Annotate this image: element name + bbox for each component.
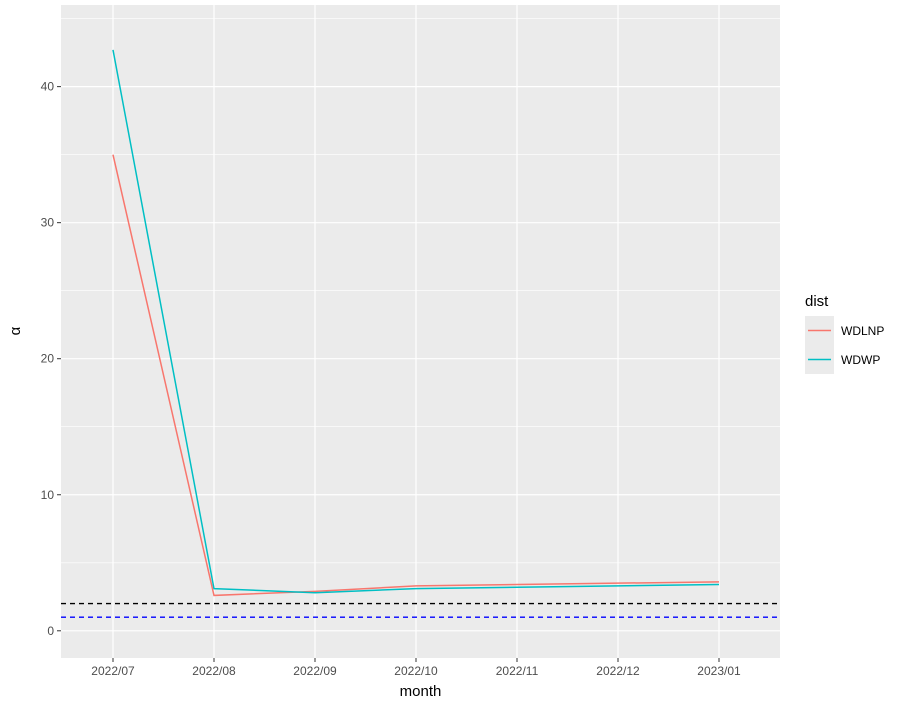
legend: dist WDLNP WDWP (805, 293, 884, 374)
x-tick-label: 2023/01 (697, 664, 741, 678)
reference-lines (61, 602, 780, 618)
y-tick-label: 20 (41, 352, 55, 366)
y-tick-label: 30 (41, 216, 55, 230)
y-tick-label: 0 (47, 624, 54, 638)
series-lines (112, 49, 720, 597)
series-line-wdlnp (112, 154, 720, 597)
legend-label: WDLNP (841, 324, 884, 338)
x-axis: 2022/07 2022/08 2022/09 2022/10 2022/11 2022/… (91, 658, 741, 678)
x-tick-label: 2022/08 (192, 664, 236, 678)
x-tick-label: 2022/07 (91, 664, 135, 678)
plot-panel (61, 5, 780, 658)
series-line-wdwp (112, 49, 720, 594)
x-tick-label: 2022/09 (293, 664, 337, 678)
grid-lines (61, 5, 780, 658)
y-axis: 0 10 20 30 40 (41, 80, 61, 638)
x-tick-label: 2022/11 (496, 664, 539, 678)
legend-title: dist (805, 293, 829, 310)
legend-label: WDWP (841, 353, 880, 367)
y-axis-title: α (7, 326, 24, 335)
x-tick-label: 2022/10 (394, 664, 438, 678)
x-axis-title: month (400, 683, 442, 700)
x-tick-label: 2022/12 (596, 664, 640, 678)
y-tick-label: 10 (41, 488, 55, 502)
y-tick-label: 40 (41, 80, 55, 94)
